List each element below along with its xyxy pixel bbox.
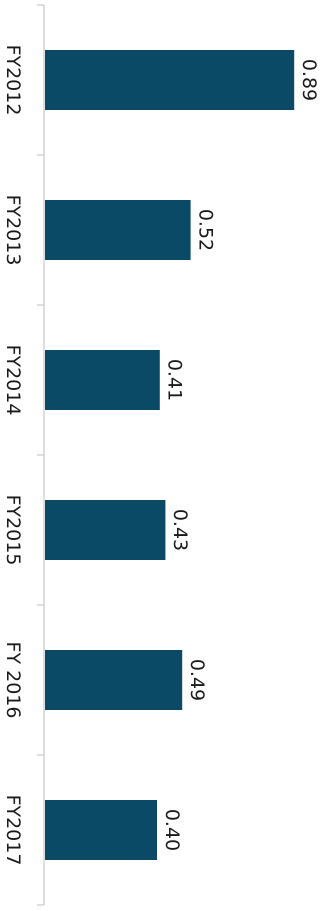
- value-label: 0.40: [161, 809, 183, 851]
- category-label: FY 2016: [2, 642, 24, 719]
- category-label: FY2014: [2, 345, 24, 416]
- category-label: FY2017: [2, 795, 24, 866]
- bar: [45, 200, 191, 260]
- value-label: 0.43: [169, 509, 191, 551]
- value-label: 0.41: [164, 359, 186, 401]
- category-label: FY2015: [2, 495, 24, 566]
- bar: [45, 650, 183, 710]
- value-labels: 0.89 0.52 0.41 0.43 0.49 0.40: [161, 59, 320, 851]
- bar: [45, 350, 160, 410]
- value-label: 0.49: [186, 659, 208, 701]
- axis-ticks: [37, 4, 44, 906]
- value-label: 0.52: [194, 209, 216, 251]
- category-labels: FY2012 FY2013 FY2014 FY2015 FY 2016 FY2017: [2, 45, 24, 866]
- bar: [45, 50, 295, 110]
- value-label: 0.89: [298, 59, 320, 101]
- category-label: FY2013: [2, 195, 24, 266]
- bar-series: [45, 50, 295, 860]
- bar: [45, 500, 166, 560]
- category-label: FY2012: [2, 45, 24, 116]
- bar: [45, 800, 157, 860]
